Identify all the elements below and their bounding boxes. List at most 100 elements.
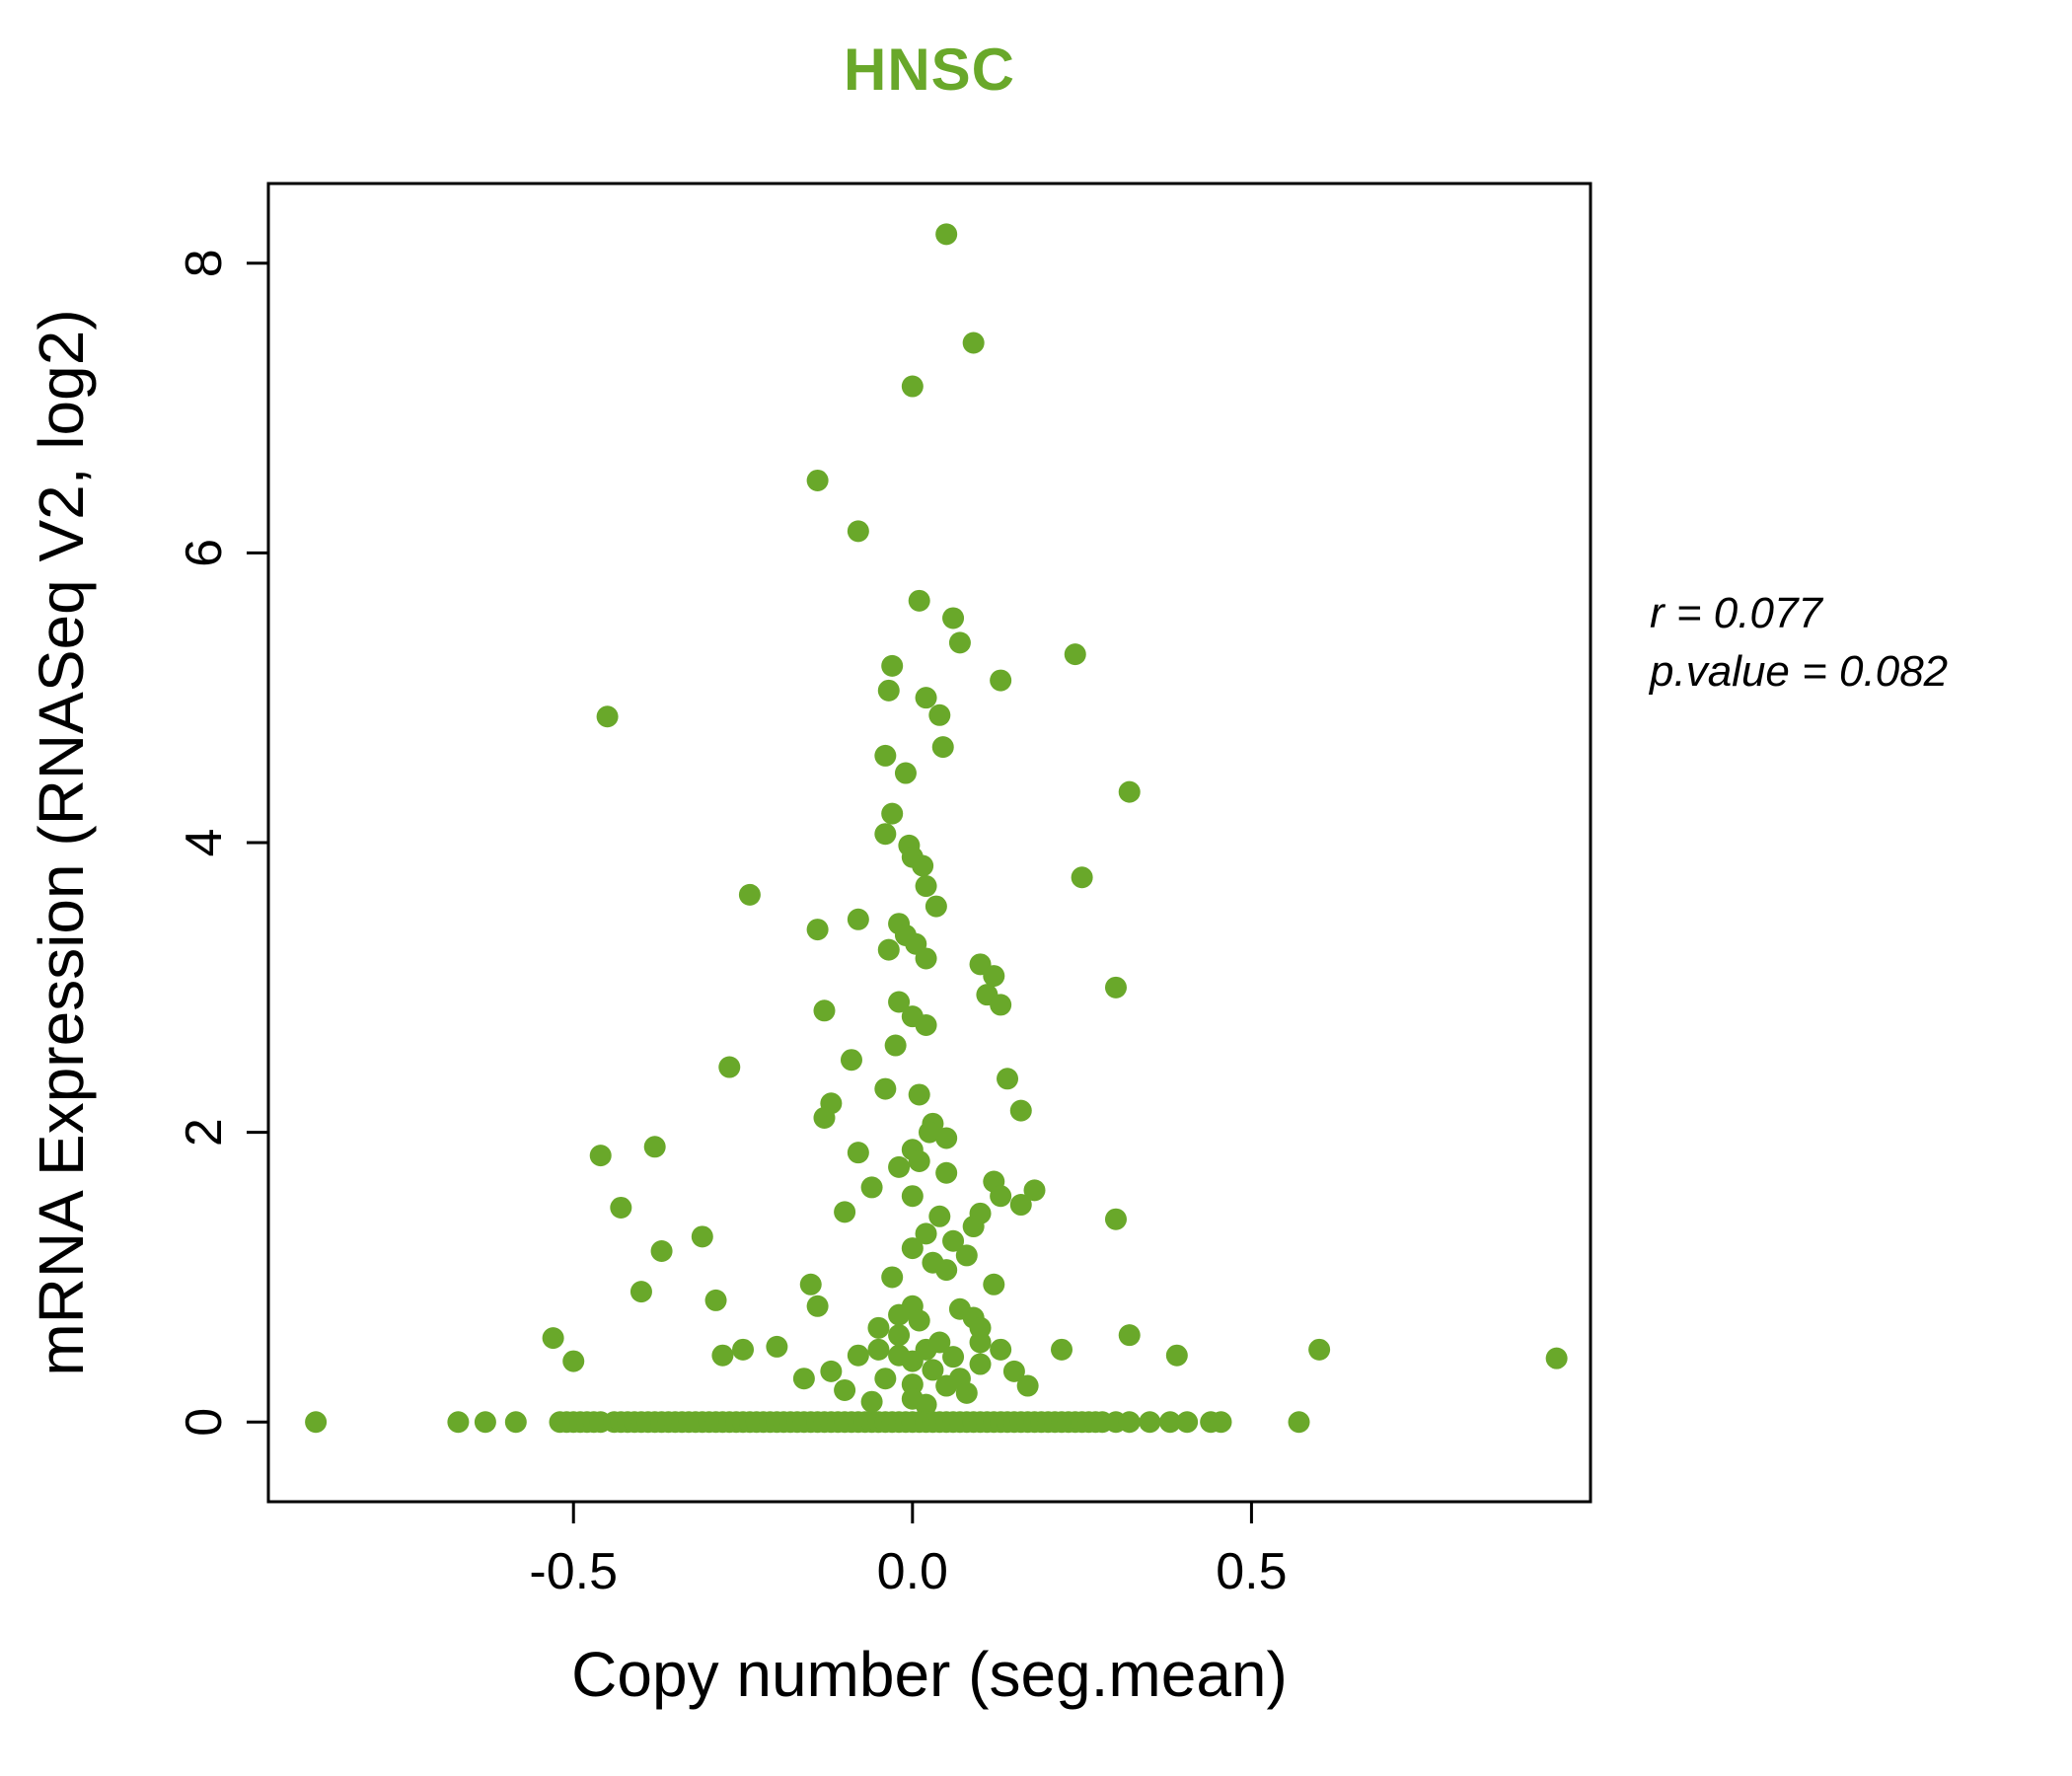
data-point bbox=[1023, 1179, 1046, 1202]
data-point bbox=[806, 1295, 829, 1317]
data-point bbox=[629, 1281, 652, 1303]
data-point bbox=[915, 1013, 937, 1036]
data-point bbox=[504, 1411, 527, 1434]
data-point bbox=[813, 999, 836, 1022]
data-point bbox=[732, 1338, 755, 1361]
data-point bbox=[969, 1331, 992, 1354]
data-point bbox=[1118, 1411, 1141, 1434]
data-point bbox=[834, 1378, 856, 1401]
data-point bbox=[928, 1205, 951, 1227]
data-point bbox=[847, 1142, 869, 1164]
data-point bbox=[1118, 780, 1141, 803]
data-point bbox=[935, 1161, 958, 1184]
data-point bbox=[820, 1360, 843, 1382]
data-point bbox=[908, 1149, 930, 1172]
y-tick-label: 6 bbox=[176, 539, 233, 567]
data-point bbox=[711, 1344, 734, 1367]
data-point bbox=[877, 938, 900, 961]
data-point bbox=[942, 1346, 965, 1369]
data-point bbox=[474, 1411, 496, 1434]
data-point bbox=[847, 520, 869, 543]
data-point bbox=[983, 1273, 1005, 1295]
data-point bbox=[908, 589, 930, 612]
data-point bbox=[955, 1381, 978, 1404]
data-point bbox=[901, 1237, 924, 1260]
data-point bbox=[738, 883, 761, 906]
data-point bbox=[1308, 1338, 1331, 1361]
data-point bbox=[915, 875, 937, 898]
data-point bbox=[806, 469, 829, 491]
data-point bbox=[935, 223, 958, 246]
y-tick-label: 4 bbox=[176, 829, 233, 857]
plot-border bbox=[266, 182, 1592, 1504]
data-point bbox=[867, 1338, 890, 1361]
data-point bbox=[888, 991, 911, 1013]
data-point bbox=[1158, 1411, 1181, 1434]
chart-title: HNSC bbox=[843, 37, 1015, 103]
data-point bbox=[908, 1083, 930, 1106]
data-point bbox=[955, 1244, 978, 1267]
data-point bbox=[881, 1266, 904, 1289]
data-point bbox=[888, 1324, 911, 1347]
stats-annotation: r = 0.077 p.value = 0.082 bbox=[1650, 584, 1948, 702]
data-point bbox=[718, 1056, 741, 1078]
data-point bbox=[881, 802, 904, 825]
data-point bbox=[806, 919, 829, 941]
data-point bbox=[542, 1327, 564, 1350]
data-point bbox=[894, 762, 917, 784]
y-tick-label: 8 bbox=[176, 249, 233, 277]
data-point bbox=[997, 1068, 1019, 1090]
y-tick-label: 2 bbox=[176, 1118, 233, 1147]
data-point bbox=[847, 1344, 869, 1367]
data-point bbox=[1104, 1208, 1127, 1230]
data-point bbox=[901, 375, 924, 398]
data-point bbox=[942, 1229, 965, 1252]
data-point bbox=[925, 895, 947, 918]
data-point bbox=[874, 823, 897, 846]
data-point bbox=[1016, 1374, 1039, 1397]
data-point bbox=[990, 1185, 1012, 1208]
data-point bbox=[1139, 1411, 1161, 1434]
x-tick-label: 0.0 bbox=[877, 1543, 948, 1600]
x-axis-label: Copy number (seg.mean) bbox=[571, 1639, 1288, 1710]
data-point bbox=[948, 631, 971, 654]
data-point bbox=[1104, 976, 1127, 999]
data-point bbox=[888, 1303, 911, 1326]
data-point bbox=[834, 1201, 856, 1223]
data-point bbox=[990, 669, 1012, 692]
p-value: p.value = 0.082 bbox=[1650, 647, 1949, 697]
data-point bbox=[888, 1155, 911, 1178]
data-point bbox=[1165, 1344, 1188, 1367]
data-point bbox=[1064, 643, 1086, 666]
data-point bbox=[562, 1350, 585, 1372]
data-point bbox=[792, 1368, 815, 1390]
data-point bbox=[990, 1338, 1012, 1361]
data-point bbox=[928, 703, 951, 726]
data-point bbox=[1176, 1411, 1199, 1434]
data-point bbox=[813, 1106, 836, 1129]
data-point bbox=[1009, 1099, 1032, 1122]
data-point bbox=[915, 1393, 937, 1416]
data-point bbox=[447, 1411, 470, 1434]
data-point bbox=[912, 854, 934, 877]
data-point bbox=[874, 1077, 897, 1100]
data-point bbox=[596, 705, 619, 728]
data-point bbox=[877, 679, 900, 702]
correlation-r-value: r = 0.077 bbox=[1650, 589, 1822, 637]
data-point bbox=[915, 947, 937, 970]
data-point bbox=[305, 1411, 328, 1434]
data-point bbox=[935, 1127, 958, 1149]
data-point bbox=[935, 1259, 958, 1282]
data-point bbox=[610, 1196, 632, 1219]
data-point bbox=[867, 1316, 890, 1339]
data-point bbox=[1071, 866, 1093, 889]
data-point bbox=[931, 736, 954, 759]
data-point bbox=[1210, 1411, 1232, 1434]
data-point bbox=[643, 1136, 666, 1158]
x-tick-label: -0.5 bbox=[529, 1543, 618, 1600]
data-point bbox=[1118, 1324, 1141, 1347]
data-point bbox=[691, 1225, 713, 1248]
data-point bbox=[1002, 1360, 1025, 1382]
